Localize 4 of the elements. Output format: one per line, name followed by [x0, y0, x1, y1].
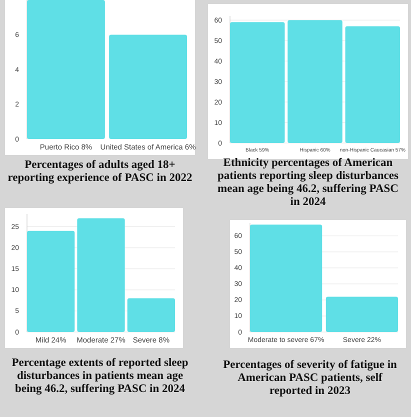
text: Percentage extents of reported sleep disturbances in patients mean age being 46.2, suffering PASC in 2024: [12, 357, 188, 395]
text: Ethnicity percentages of American patients reporting sleep disturbances mean age being 46.2, suffering PASC in 2024: [218, 157, 399, 208]
text: Percentages of adults aged 18+ reporting experience of PASC in 2022: [8, 159, 192, 184]
text: Percentages of severity of fatigue in American PASC patients, self reported in 2023: [223, 359, 398, 397]
